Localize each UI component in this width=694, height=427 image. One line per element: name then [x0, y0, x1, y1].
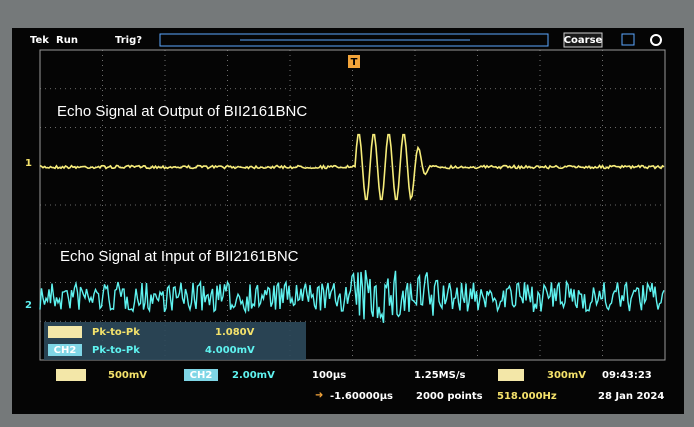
trigger-label: T — [351, 57, 358, 68]
frequency: 518.000Hz — [497, 391, 557, 402]
graticule-border — [39, 49, 666, 361]
ch1-scale: 500mV — [108, 370, 147, 381]
icon — [650, 34, 662, 46]
brand: Tek — [30, 35, 49, 46]
sample-rate: 1.25MS/s — [414, 370, 465, 381]
trigger-status: Trig? — [115, 35, 142, 46]
trigger-badge — [498, 369, 524, 381]
ch2-badge — [48, 344, 82, 356]
annotation: Echo Signal at Input of BII2161BNC — [60, 248, 299, 265]
coarse-box — [563, 32, 603, 48]
ch2-scale: 2.00mV — [232, 370, 275, 381]
position-arrow: ➜ — [315, 390, 323, 401]
ch2-badge — [184, 369, 218, 381]
knob-mode: Coarse — [564, 35, 603, 46]
trigger-marker — [348, 55, 360, 68]
date: 28 Jan 2024 — [598, 391, 664, 402]
run-status: Run — [56, 35, 78, 46]
ch1-badge — [48, 326, 82, 338]
record-view — [159, 33, 549, 47]
measurement-value: 4.000mV — [205, 345, 255, 356]
ch2-trace — [39, 270, 665, 324]
measurement-value: 1.080V — [215, 327, 255, 338]
ch2-marker: 2 — [25, 300, 32, 311]
time-scale: 100µs — [312, 370, 346, 381]
graticule — [40, 50, 665, 360]
measurement-name: Pk-to-Pk — [92, 345, 140, 356]
measurement-panel — [44, 322, 306, 360]
record-length: 2000 points — [416, 391, 483, 402]
measurement-channel: CH2 — [54, 345, 77, 356]
ch1-marker: 1 — [25, 158, 32, 169]
ch1-trace — [39, 133, 665, 201]
measurement-name: Pk-to-Pk — [92, 327, 140, 338]
trigger-level: 300mV — [547, 370, 586, 381]
icon — [621, 33, 635, 46]
position: -1.60000µs — [330, 391, 393, 402]
clock-time: 09:43:23 — [602, 370, 652, 381]
annotation: Echo Signal at Output of BII2161BNC — [57, 103, 307, 120]
ch1-badge — [56, 369, 86, 381]
ch2-label: CH2 — [190, 370, 213, 381]
